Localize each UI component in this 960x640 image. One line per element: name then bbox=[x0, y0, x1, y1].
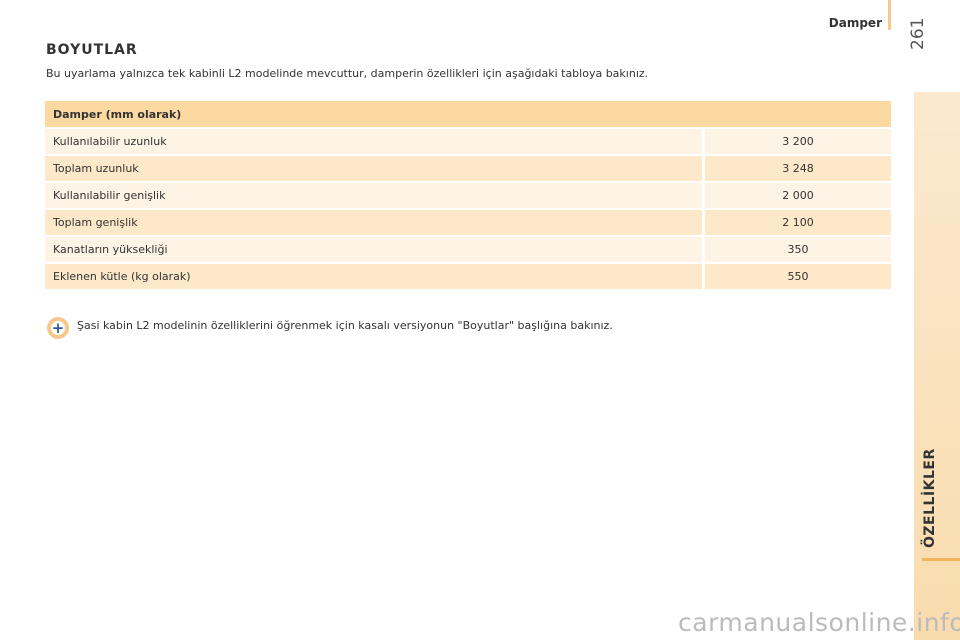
table-row: Eklenen kütle (kg olarak) 550 bbox=[45, 263, 891, 291]
table-row: Kanatların yüksekliği 350 bbox=[45, 236, 891, 264]
note-icon: + bbox=[47, 317, 69, 339]
table-row: Kullanılabilir genişlik 2 000 bbox=[45, 182, 891, 210]
row-label: Eklenen kütle (kg olarak) bbox=[45, 263, 704, 291]
row-value: 3 248 bbox=[702, 155, 891, 183]
row-label: Toplam uzunluk bbox=[45, 155, 704, 183]
table-header: Damper (mm olarak) bbox=[45, 101, 891, 129]
side-band bbox=[914, 92, 960, 640]
row-label: Kullanılabilir genişlik bbox=[45, 182, 704, 210]
row-value: 350 bbox=[702, 236, 891, 264]
row-value: 550 bbox=[702, 263, 891, 291]
table-row: Kullanılabilir uzunluk 3 200 bbox=[45, 128, 891, 156]
tab-rule bbox=[922, 558, 960, 561]
row-value: 2 100 bbox=[702, 209, 891, 237]
row-value: 3 200 bbox=[702, 128, 891, 156]
row-label: Kanatların yüksekliği bbox=[45, 236, 704, 264]
header-rule bbox=[888, 0, 891, 30]
table: Damper (mm olarak) Kullanılabilir uzunlu… bbox=[45, 101, 891, 291]
side-tab: ÖZELLİKLER bbox=[922, 448, 938, 548]
title: BOYUTLAR bbox=[46, 42, 138, 58]
table-row: Toplam uzunluk 3 248 bbox=[45, 155, 891, 183]
section-name: Damper bbox=[828, 16, 882, 30]
row-value: 2 000 bbox=[702, 182, 891, 210]
row-label: Toplam genişlik bbox=[45, 209, 704, 237]
table-row: Toplam genişlik 2 100 bbox=[45, 209, 891, 237]
row-label: Kullanılabilir uzunluk bbox=[45, 128, 704, 156]
intro: Bu uyarlama yalnızca tek kabinli L2 mode… bbox=[46, 67, 649, 80]
page-number: 261 bbox=[908, 17, 928, 50]
watermark: carmanualsonline.info bbox=[678, 608, 960, 637]
note: Şasi kabin L2 modelinin özelliklerini öğ… bbox=[77, 319, 613, 332]
